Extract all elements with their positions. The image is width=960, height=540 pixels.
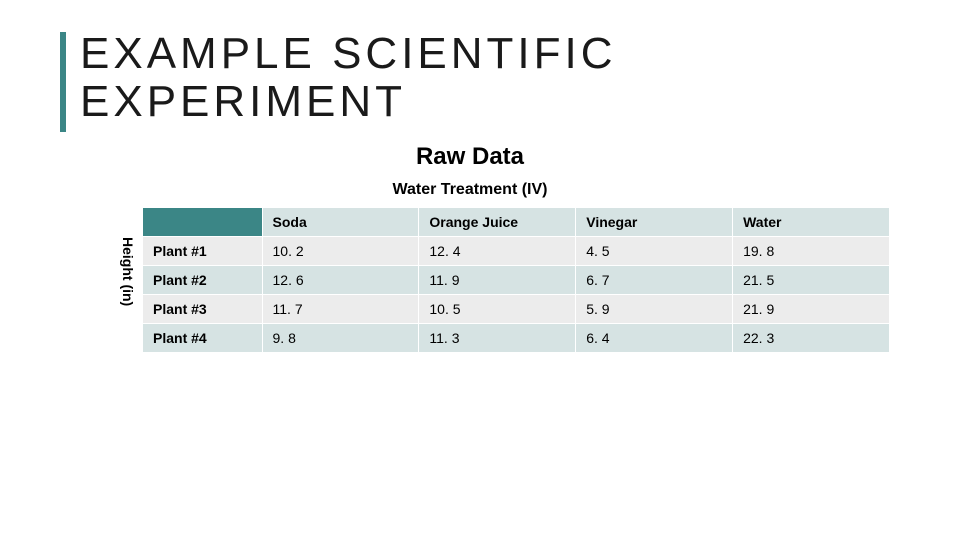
slide-subheading: Water Treatment (IV): [70, 181, 870, 199]
cell: 10. 5: [419, 294, 576, 323]
cell: 4. 5: [576, 236, 733, 265]
cell: 12. 4: [419, 236, 576, 265]
row-label: Plant #4: [143, 323, 263, 352]
cell: 11. 3: [419, 323, 576, 352]
row-label: Plant #2: [143, 265, 263, 294]
table-wrapper: Height (in) Soda Orange Juice Vinegar Wa…: [120, 207, 890, 353]
cell: 11. 7: [262, 294, 419, 323]
slide-subtitle: Raw Data: [70, 143, 870, 171]
cell: 21. 5: [733, 265, 890, 294]
cell: 9. 8: [262, 323, 419, 352]
data-table: Soda Orange Juice Vinegar Water Plant #1…: [142, 207, 890, 353]
cell: 10. 2: [262, 236, 419, 265]
title-accent-bar: [60, 32, 66, 132]
column-header: Soda: [262, 207, 419, 236]
cell: 12. 6: [262, 265, 419, 294]
cell: 11. 9: [419, 265, 576, 294]
y-axis-label: Height (in): [120, 207, 142, 306]
row-label: Plant #1: [143, 236, 263, 265]
table-row: Plant #4 9. 8 11. 3 6. 4 22. 3: [143, 323, 890, 352]
slide-container: EXAMPLE SCIENTIFIC EXPERIMENT Raw Data W…: [0, 0, 960, 540]
cell: 5. 9: [576, 294, 733, 323]
cell: 6. 7: [576, 265, 733, 294]
table-row: Plant #1 10. 2 12. 4 4. 5 19. 8: [143, 236, 890, 265]
row-label: Plant #3: [143, 294, 263, 323]
column-header: Water: [733, 207, 890, 236]
cell: 6. 4: [576, 323, 733, 352]
table-row: Plant #2 12. 6 11. 9 6. 7 21. 5: [143, 265, 890, 294]
cell: 22. 3: [733, 323, 890, 352]
column-header: Orange Juice: [419, 207, 576, 236]
column-header: Vinegar: [576, 207, 733, 236]
cell: 21. 9: [733, 294, 890, 323]
table-header-row: Soda Orange Juice Vinegar Water: [143, 207, 890, 236]
cell: 19. 8: [733, 236, 890, 265]
slide-title: EXAMPLE SCIENTIFIC EXPERIMENT: [80, 30, 910, 127]
table-row: Plant #3 11. 7 10. 5 5. 9 21. 9: [143, 294, 890, 323]
header-empty: [143, 207, 263, 236]
